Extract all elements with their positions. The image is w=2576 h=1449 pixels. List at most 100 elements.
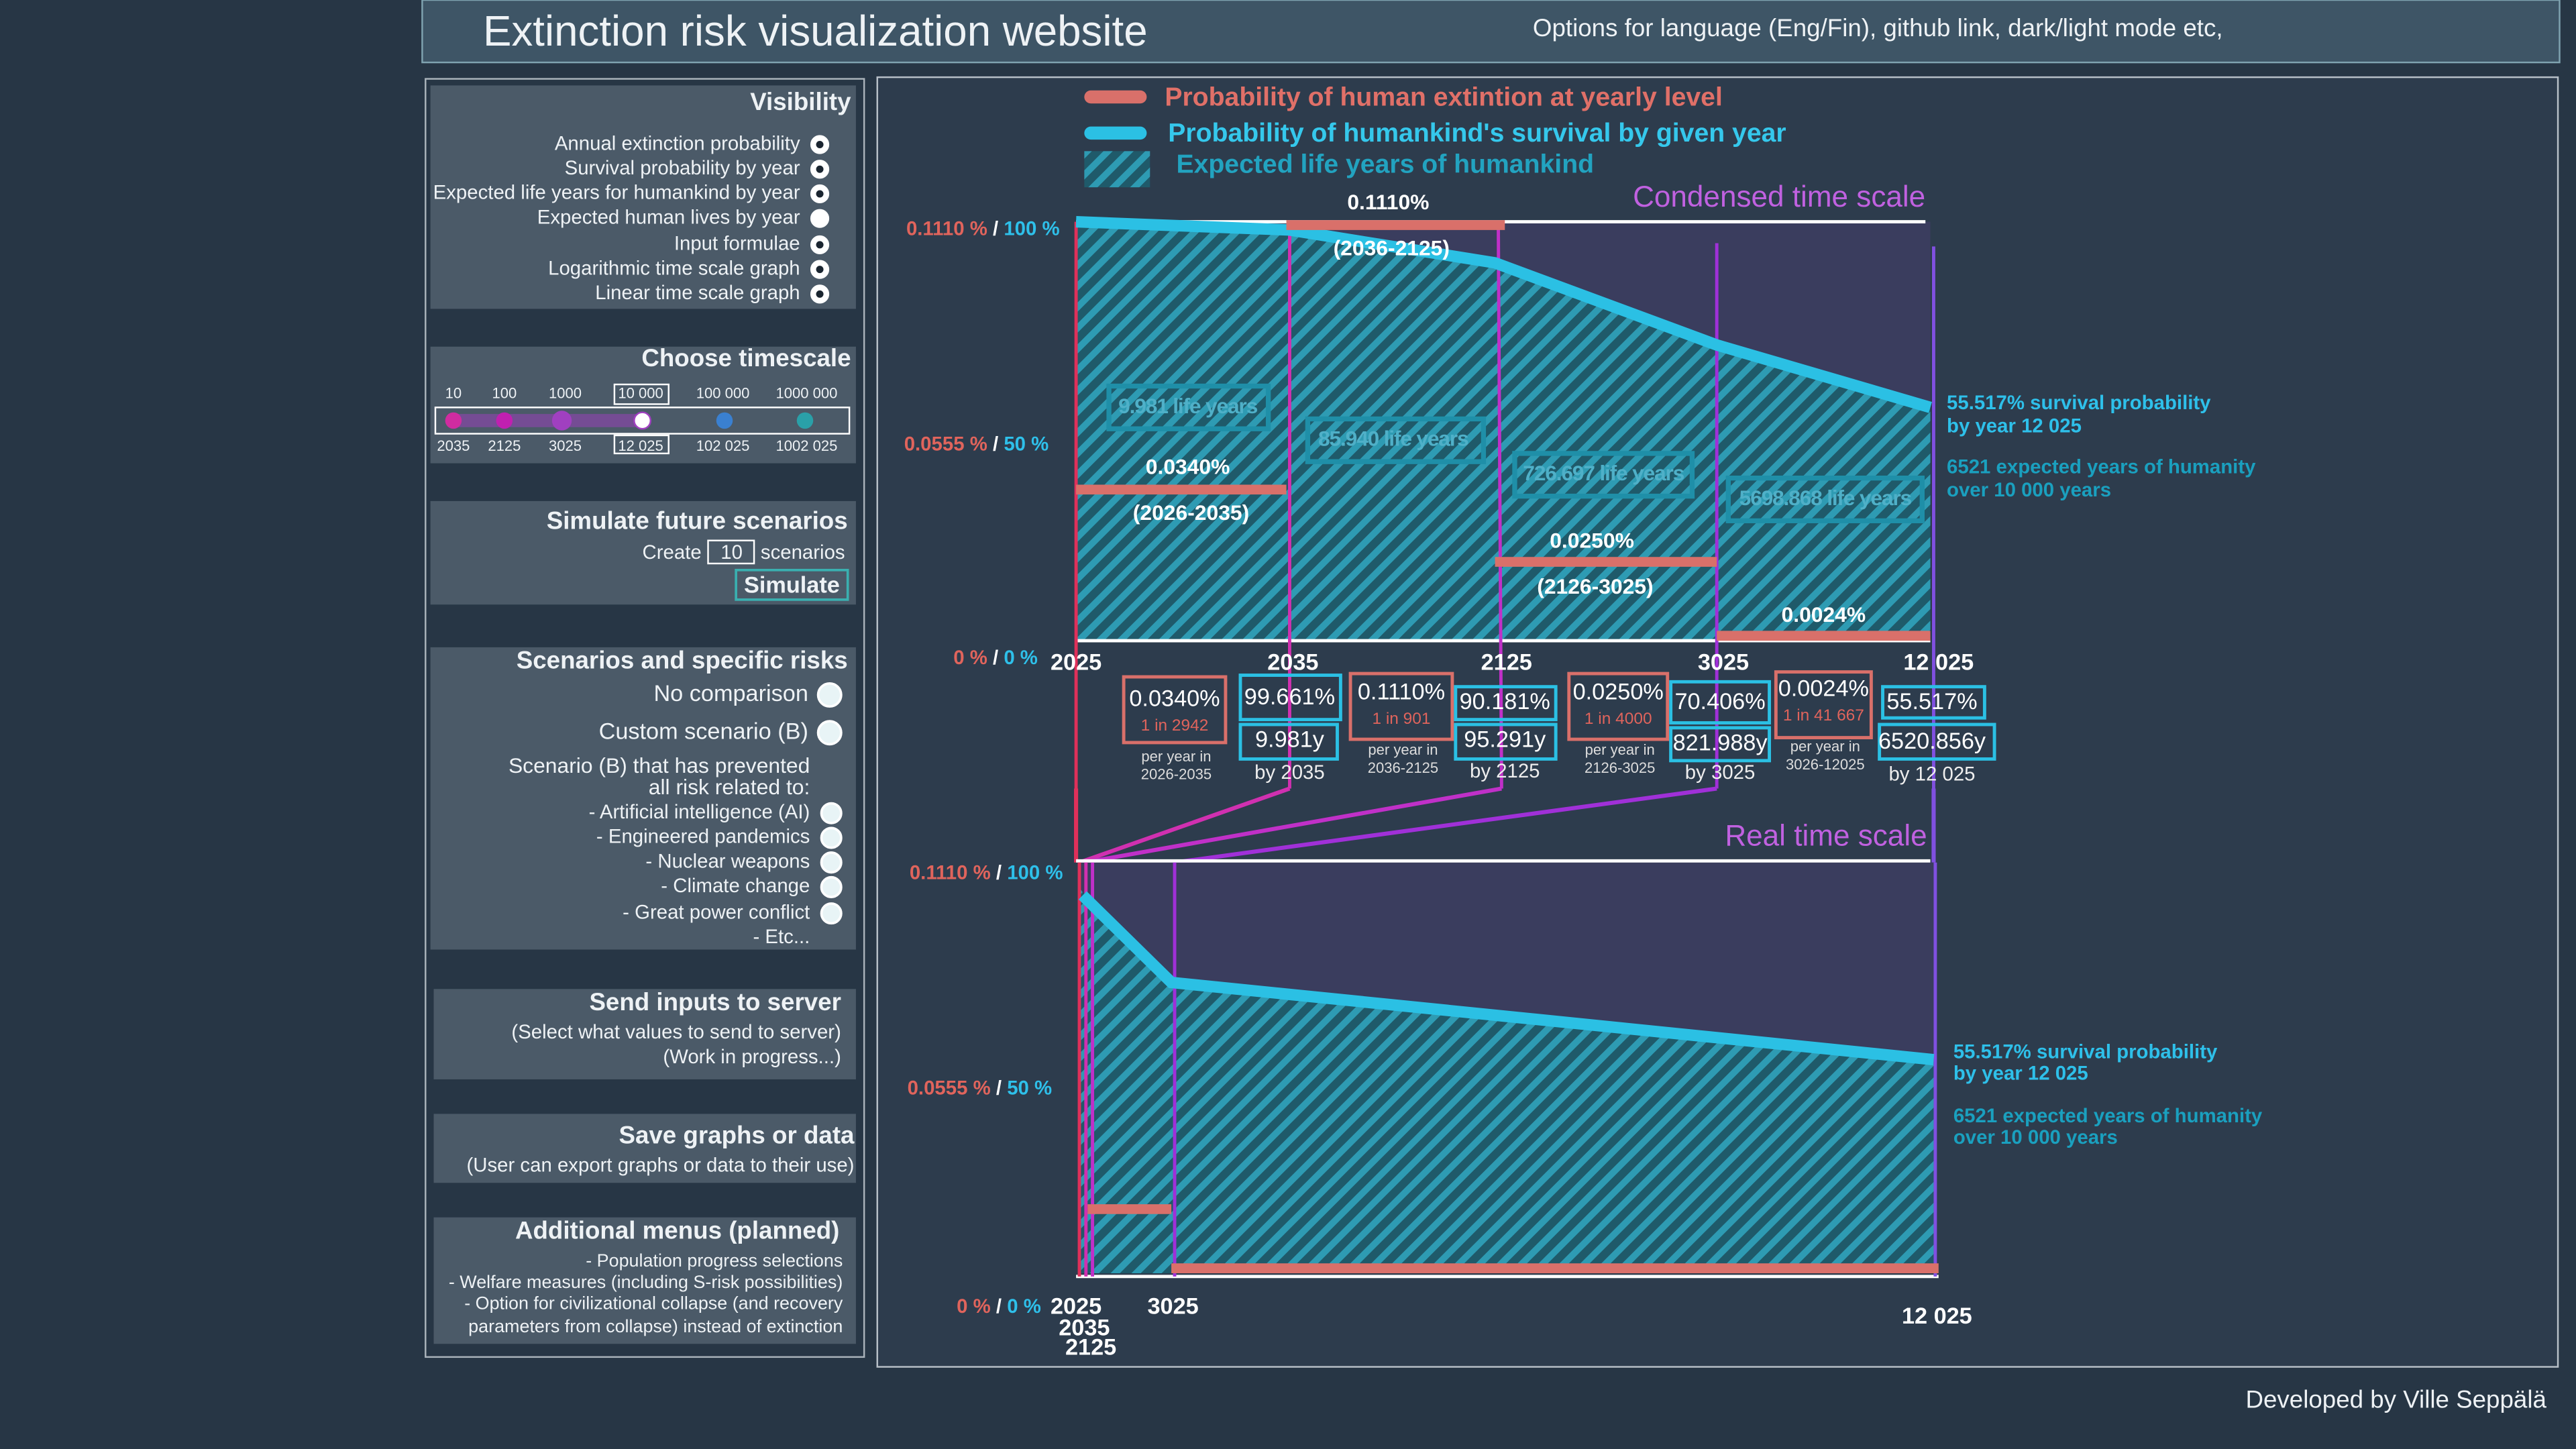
real-x-labels: 12 025	[1902, 1303, 1972, 1329]
survival-cards-value: 99.661%	[1244, 684, 1335, 710]
risk-toggle[interactable]	[820, 826, 843, 849]
scenario-count-input[interactable]	[707, 539, 755, 565]
risk-toggle[interactable]	[820, 902, 843, 925]
y-axis-extinction: 0.0555 %	[904, 433, 987, 455]
condensed-x-labels: 3025	[1698, 649, 1749, 675]
visibility-toggle[interactable]	[810, 209, 830, 228]
cards	[1122, 670, 1996, 763]
condensed-survival-line	[1075, 216, 1932, 413]
risk-cards-value: 0.0250%	[1573, 680, 1664, 705]
risk-cards-value: 0.1110%	[1358, 680, 1445, 705]
timescale-years: 2035	[437, 437, 470, 454]
timescale-years: 12 025	[618, 437, 663, 454]
timescale-spans: 1000 000	[776, 385, 838, 402]
survival-card	[1881, 685, 1986, 720]
connector	[1174, 786, 1717, 865]
chart-panel-legend: Probability of human extintion at yearly…	[1165, 83, 1723, 111]
condensed-x-labels: 12 025	[1903, 649, 1974, 675]
simulate-button[interactable]	[735, 568, 849, 601]
footer: Developed by Ville Seppälä	[2245, 1386, 2546, 1413]
condensed-notes: over 10 000 years	[1947, 479, 2111, 501]
panel-additional	[433, 1217, 856, 1344]
simulate-count: 10	[720, 541, 743, 564]
visibility-toggle-dot	[816, 266, 824, 274]
real-x-labels: 2125	[1065, 1335, 1116, 1360]
scenarios-risks: - Engineered pandemics	[596, 826, 810, 848]
simulate-create: Create	[643, 541, 702, 564]
scenario-option[interactable]	[816, 720, 843, 746]
timescale-spans: 100 000	[696, 385, 750, 402]
chart-panel-separator: /	[996, 1077, 1002, 1099]
segment-divider	[1497, 221, 1503, 789]
scenario-option[interactable]	[816, 682, 843, 708]
risk-cards-per: per year in	[1790, 738, 1860, 755]
survival-cards-years: 6520.856y	[1878, 729, 1986, 754]
timescale-stop[interactable]	[796, 412, 814, 429]
risk-toggle[interactable]	[820, 851, 843, 874]
scenarios-risks: - Great power conflict	[623, 901, 810, 923]
risk-card	[1122, 675, 1228, 745]
timescale-track[interactable]	[434, 407, 851, 435]
chart-panel-separator: /	[996, 1295, 1002, 1318]
y-axis-extinction: 0 %	[957, 1295, 991, 1318]
real-notes: 55.517% survival probability	[1953, 1041, 2218, 1063]
timescale-years: 3025	[549, 437, 582, 454]
chart-panel-legend: Expected life years of humankind	[1176, 150, 1594, 179]
visibility-items: Logarithmic time scale graph	[548, 257, 800, 279]
timescale-spans: 100	[492, 385, 517, 402]
y-axis-extinction: 0.0555 %	[908, 1077, 991, 1099]
risks-period: (2036-2125)	[1334, 236, 1450, 260]
timescale-stop[interactable]	[496, 412, 513, 429]
chart-panel-separator: /	[993, 433, 998, 455]
risk-toggle[interactable]	[820, 875, 843, 898]
real-survival-line	[1078, 891, 1935, 1066]
risk-toggle[interactable]	[820, 802, 843, 824]
years-card	[1238, 722, 1339, 761]
scenarios-risks: - Etc...	[753, 926, 810, 948]
survival-cards-by: by 2035	[1254, 761, 1325, 784]
timescale-stop[interactable]	[551, 411, 572, 431]
risk-cards-period: 2036-2125	[1368, 759, 1438, 776]
condensed-notes: 6521 expected years of humanity	[1947, 456, 2256, 478]
life-years-box	[1305, 416, 1487, 464]
header-title: Extinction risk visualization website	[483, 7, 1148, 55]
visibility-items: Annual extinction probability	[555, 132, 800, 154]
visibility-toggle-dot	[816, 165, 824, 173]
y-axis-survival: 100 %	[1004, 218, 1059, 240]
scenarios-title: Scenarios and specific risks	[517, 647, 848, 674]
risk-cards-odds: 1 in 41 667	[1783, 706, 1864, 724]
survival-cards-by: by 3025	[1685, 761, 1756, 784]
connectors	[1074, 786, 1936, 865]
save-lines: (User can export graphs or data to their…	[466, 1155, 854, 1177]
visibility-toggle-dot	[816, 241, 824, 249]
risk-card	[1348, 672, 1454, 741]
risk-card	[1774, 670, 1873, 740]
timescale-handle[interactable]	[633, 411, 652, 430]
panel-scenarios	[430, 647, 856, 950]
real-title: Real time scale	[1725, 820, 1927, 853]
timescale-stop[interactable]	[445, 412, 462, 429]
sidebar-frame	[425, 78, 865, 1358]
y-axis-survival: 0 %	[1004, 647, 1038, 669]
risk-cards-value: 0.0340%	[1129, 686, 1220, 711]
risks-value: 0.0024%	[1782, 602, 1866, 627]
survival-card	[1669, 680, 1771, 724]
scenarios-options: No comparison	[653, 681, 808, 706]
survival-card	[1238, 674, 1342, 722]
survival-cards-value: 55.517%	[1886, 689, 1977, 714]
condensed-life-years: 726.697 life years	[1523, 461, 1684, 485]
selected-year-box	[613, 434, 669, 455]
y-axis-survival: 0 %	[1007, 1295, 1041, 1318]
panel-send	[433, 989, 856, 1079]
connector	[1083, 786, 1502, 865]
risk-cards-per: per year in	[1585, 741, 1655, 758]
risks-value: 0.0340%	[1146, 454, 1230, 478]
timescale-stop[interactable]	[716, 412, 733, 429]
chart-panel-separator: /	[996, 862, 1002, 884]
selected-span-box	[613, 383, 669, 405]
real-notes: over 10 000 years	[1953, 1126, 2118, 1148]
timescale-spans: 10	[445, 385, 462, 402]
visibility-title: Visibility	[750, 88, 851, 115]
scenarios-prevented: all risk related to:	[649, 775, 810, 799]
